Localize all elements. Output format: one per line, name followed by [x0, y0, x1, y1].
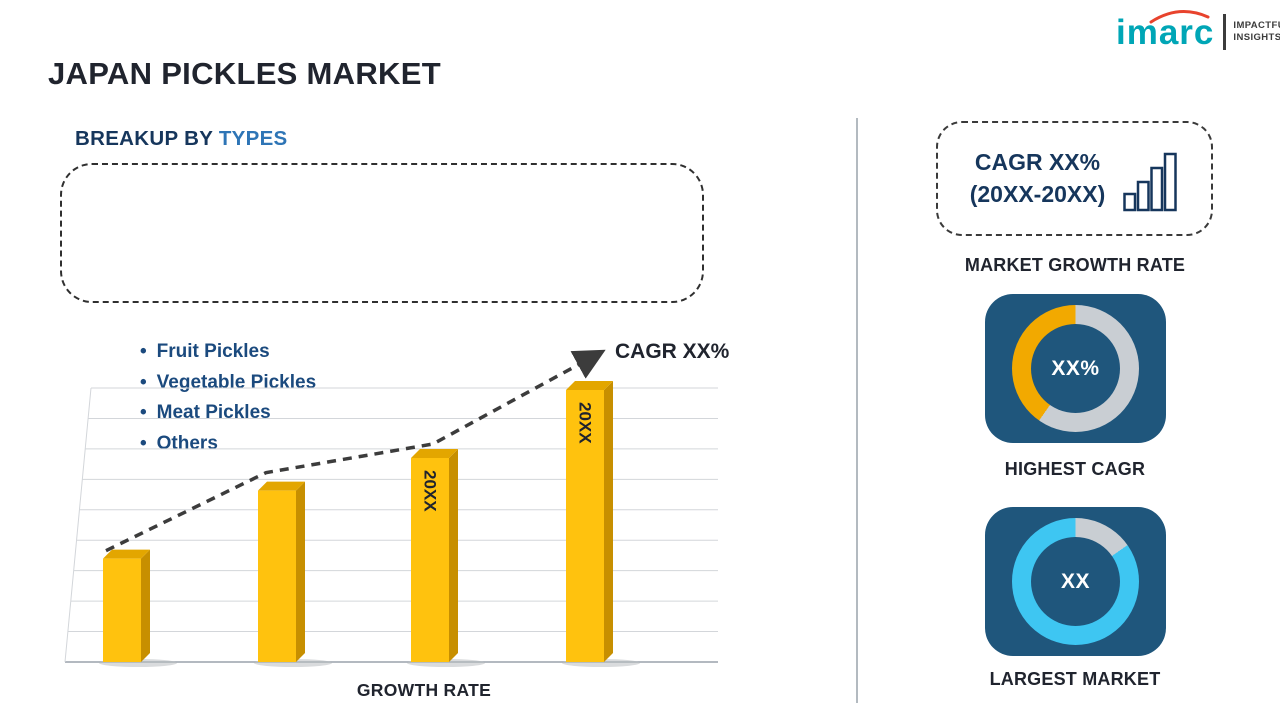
- highest-cagr-value: XX%: [1051, 356, 1100, 380]
- logo-divider: [1223, 14, 1227, 50]
- cagr-line2: (20XX-20XX): [969, 180, 1106, 207]
- list-item: Fruit Pickles: [140, 337, 316, 368]
- cagr-summary-box: CAGR XX% (20XX-20XX): [936, 121, 1213, 236]
- logo-tagline-line1: IMPACTFUL: [1233, 19, 1280, 31]
- imarc-logo: imarc IMPACTFUL INSIGHTS: [1116, 9, 1280, 52]
- largest-market-donut: XX: [1012, 518, 1139, 645]
- market-growth-rate-label: MARKET GROWTH RATE: [964, 255, 1186, 275]
- list-item-label: Fruit Pickles: [156, 341, 270, 363]
- breakup-box: Fruit Pickles Vegetable Pickles Meat Pic…: [60, 163, 704, 454]
- largest-market-label: LARGEST MARKET: [989, 669, 1161, 689]
- growth-rate-chart: 20XX 20XX: [64, 349, 718, 667]
- bar-chart-icon: [1123, 152, 1177, 211]
- cagr-line1: CAGR XX%: [974, 149, 1101, 176]
- cagr-summary-text: CAGR XX% (20XX-20XX): [970, 147, 1106, 209]
- chart-x-axis-label: GROWTH RATE: [356, 680, 492, 700]
- logo-tagline-line2: INSIGHTS: [1233, 32, 1280, 43]
- logo-brand-wrap: imarc: [1116, 9, 1215, 52]
- donut-hole: XX: [1031, 537, 1120, 626]
- logo-tagline: IMPACTFUL INSIGHTS: [1233, 20, 1280, 45]
- breakup-heading: BREAKUP BY TYPES: [75, 127, 288, 151]
- svg-text:20XX: 20XX: [576, 402, 595, 444]
- svg-text:20XX: 20XX: [421, 470, 440, 512]
- donut-hole: XX%: [1031, 324, 1120, 413]
- breakup-heading-highlight: TYPES: [218, 127, 288, 150]
- highest-cagr-label: HIGHEST CAGR: [1004, 459, 1146, 479]
- logo-brand-text: imarc: [1116, 12, 1215, 52]
- page-title: JAPAN PICKLES MARKET: [48, 56, 441, 91]
- trend-cagr-label: CAGR XX%: [615, 340, 730, 363]
- highest-cagr-donut: XX%: [1012, 305, 1139, 432]
- highest-cagr-card: XX%: [985, 294, 1166, 443]
- logo-swoosh-icon: [1149, 9, 1210, 23]
- largest-market-card: XX: [985, 507, 1166, 656]
- largest-market-value: XX: [1060, 569, 1090, 593]
- section-divider: [856, 118, 858, 703]
- breakup-heading-prefix: BREAKUP BY: [75, 127, 219, 150]
